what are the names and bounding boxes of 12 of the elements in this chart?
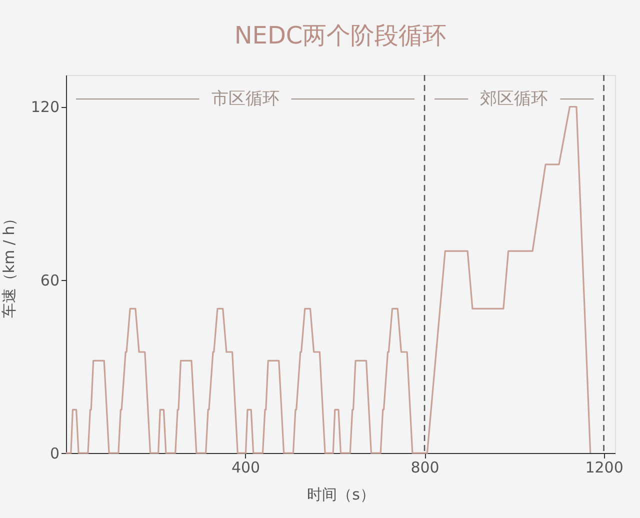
chart-title: NEDC两个阶段循环 [234, 21, 447, 50]
y-tick-label: 120 [30, 98, 60, 116]
annotation: 市区循环 [211, 89, 280, 109]
x-tick-label: 800 [410, 458, 440, 476]
annotation: 郊区循环 [480, 89, 548, 109]
line-series [65, 106, 592, 454]
x-tick-label: 400 [231, 458, 260, 476]
y-tick-label: 0 [50, 444, 60, 462]
y-axis-title: 车速（km / h） [0, 210, 18, 318]
x-axis-title: 时间（s） [307, 486, 375, 504]
y-tick-label: 60 [40, 271, 60, 290]
x-tick-label: 1200 [585, 458, 624, 476]
